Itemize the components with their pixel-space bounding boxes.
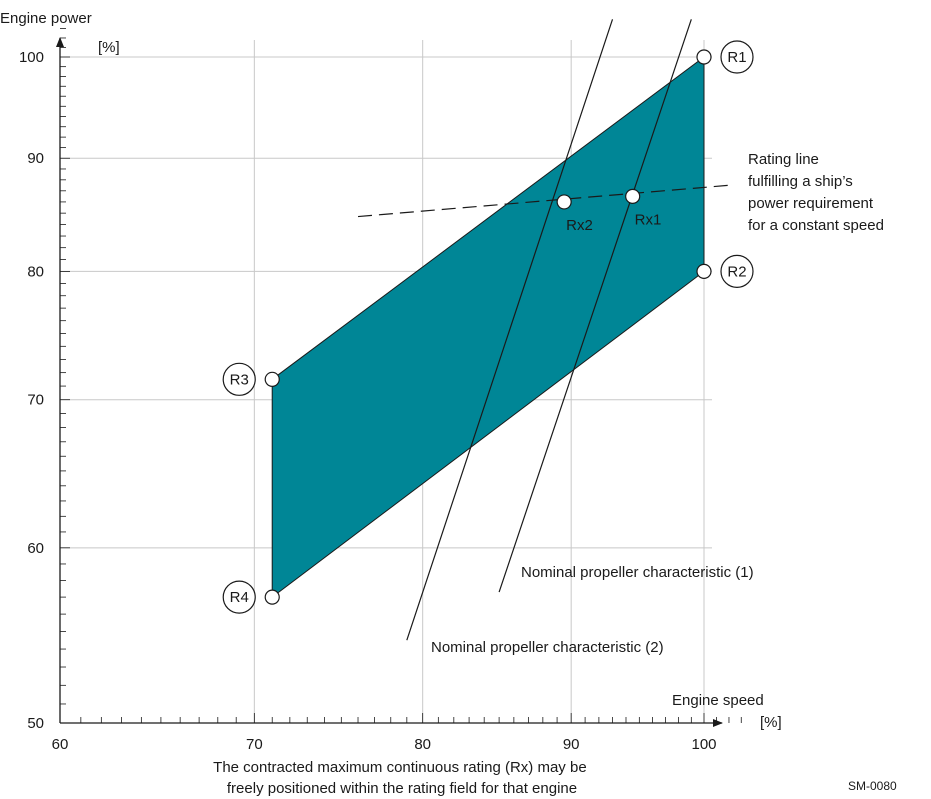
point-label-rx2: Rx2 — [566, 217, 593, 234]
label-circle-r2 — [720, 254, 754, 289]
propeller-1-label: Nominal propeller characteristic (1) — [521, 564, 754, 581]
caption-line-1: The contracted maximum continuous rating… — [213, 759, 586, 776]
x-tick-label-80: 80 — [414, 736, 431, 753]
x-tick-label-90: 90 — [563, 736, 580, 753]
x-tick-label-100: 100 — [691, 736, 716, 753]
rating-line-label-3: power requirement — [748, 195, 874, 212]
caption-line-2: freely positioned within the rating fiel… — [227, 780, 577, 797]
y-tick-label-60: 60 — [27, 540, 44, 557]
tick-labels: 60 70 80 90 100 50 60 70 80 90 100 — [19, 49, 717, 753]
point-label-r1: R1 — [727, 49, 746, 66]
rating-line-label-4: for a constant speed — [748, 217, 884, 234]
rating-line-label: Rating line fulfilling a ship’s power re… — [748, 151, 884, 234]
point-r3 — [264, 371, 280, 387]
point-label-r3: R3 — [230, 371, 249, 388]
point-rx2 — [556, 194, 572, 210]
rating-line-label-2: fulfilling a ship’s — [748, 173, 853, 190]
point-label-rx1: Rx1 — [635, 211, 662, 228]
y-axis-label: Engine power — [0, 10, 92, 27]
x-tick-label-60: 60 — [52, 736, 69, 753]
figure-code: SM-0080 — [848, 779, 897, 793]
y-tick-label-90: 90 — [27, 150, 44, 167]
x-tick-label-70: 70 — [246, 736, 263, 753]
caption: The contracted maximum continuous rating… — [213, 759, 591, 797]
point-label-r4: R4 — [230, 589, 249, 606]
x-axis-label: Engine speed — [672, 692, 764, 709]
points-layer: R1 R2 R4 R3 Rx1 Rx2 — [222, 40, 754, 614]
propeller-characteristic-1 — [498, 19, 692, 593]
rating-line-label-1: Rating line — [748, 151, 819, 168]
label-circle-r1 — [720, 40, 754, 74]
propeller-2-label: Nominal propeller characteristic (2) — [431, 639, 664, 656]
point-rx1 — [625, 188, 641, 204]
y-tick-label-70: 70 — [27, 392, 44, 409]
rating-field-area — [271, 56, 705, 599]
x-axis-unit: [%] — [760, 714, 782, 731]
point-r2 — [696, 263, 712, 280]
label-circle-r4 — [222, 580, 256, 614]
rating-field-layer — [271, 56, 705, 599]
y-tick-label-100: 100 — [19, 49, 44, 66]
point-r1 — [696, 49, 712, 65]
y-tick-label-50: 50 — [27, 715, 44, 732]
point-r4 — [264, 589, 280, 605]
y-axis-unit: [%] — [98, 39, 120, 56]
y-tick-label-80: 80 — [27, 263, 44, 280]
axes — [56, 37, 723, 727]
point-label-r2: R2 — [727, 263, 746, 280]
characteristic-lines-layer — [357, 19, 730, 641]
propeller-characteristic-2 — [406, 19, 614, 641]
label-circle-r3 — [222, 362, 256, 396]
